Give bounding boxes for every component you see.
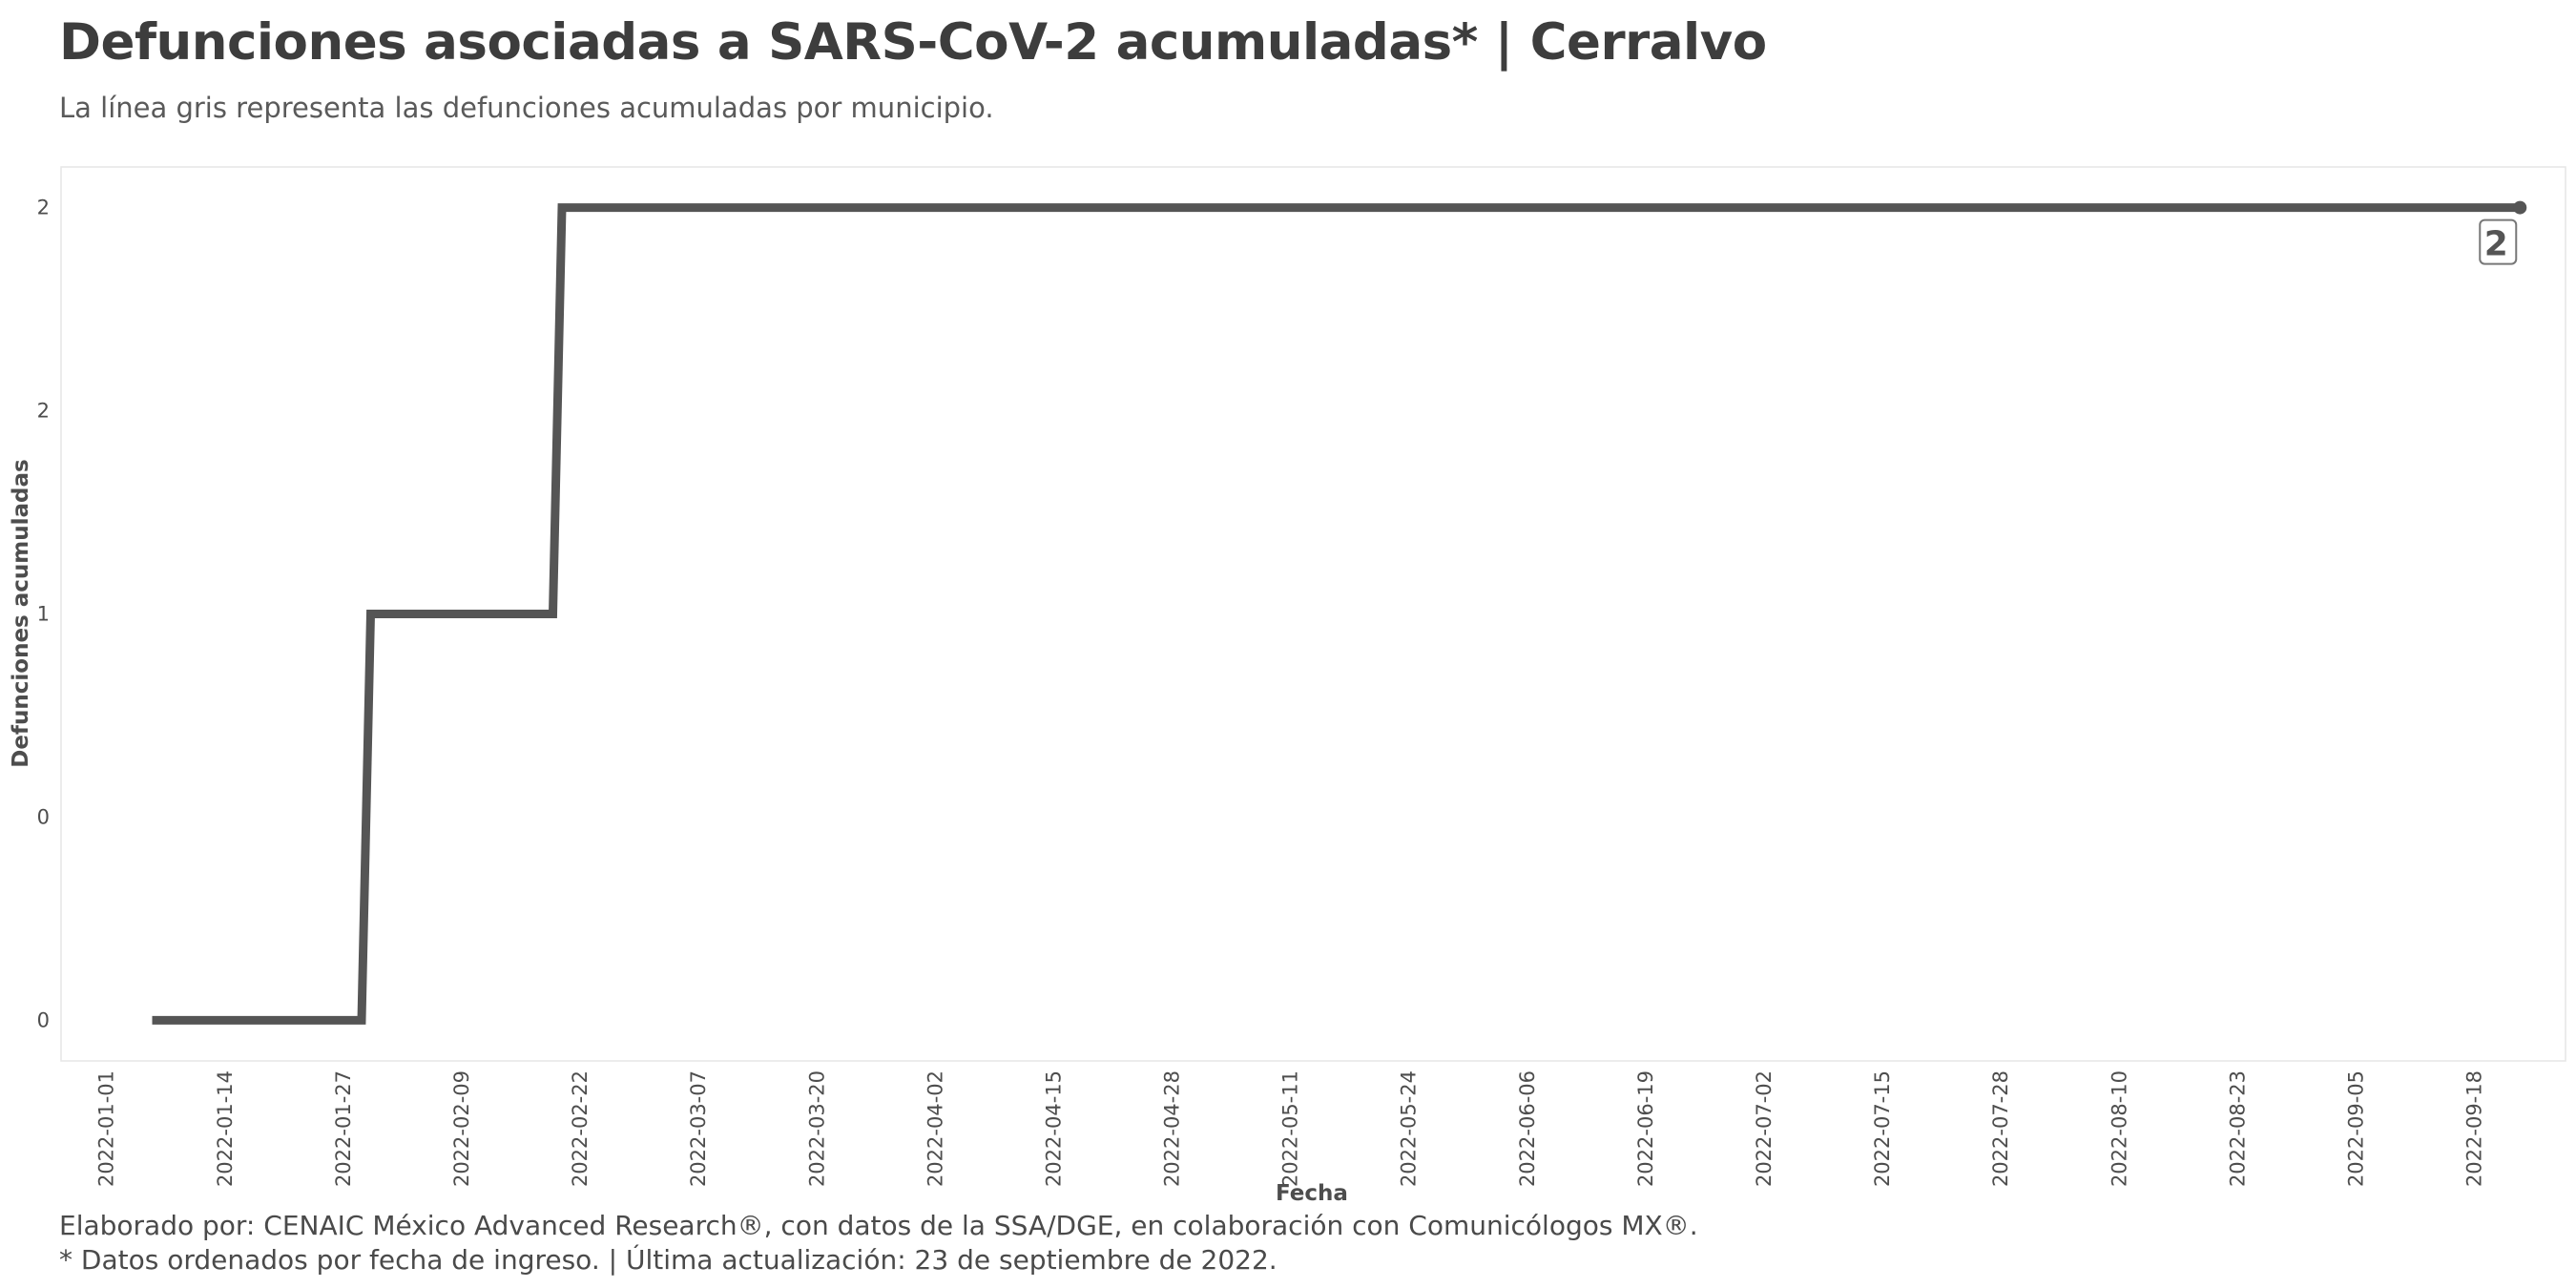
y-tick-label: 0 xyxy=(37,1008,50,1031)
x-tick-label: 2022-03-20 xyxy=(805,1070,828,1187)
x-tick-label: 2022-08-23 xyxy=(2226,1070,2249,1187)
x-tick-label: 2022-02-09 xyxy=(450,1070,473,1187)
x-tick-label: 2022-06-19 xyxy=(1634,1070,1657,1187)
chart-title: Defunciones asociadas a SARS-CoV-2 acumu… xyxy=(59,13,1767,72)
y-tick-label: 0 xyxy=(37,805,50,828)
x-tick-label: 2022-01-01 xyxy=(95,1070,118,1187)
x-tick-label: 2022-05-24 xyxy=(1398,1070,1421,1187)
y-tick-label: 1 xyxy=(37,603,50,626)
y-axis-title: Defunciones acumuladas xyxy=(9,459,33,767)
caption-credits: Elaborado por: CENAIC México Advanced Re… xyxy=(59,1210,1698,1241)
x-tick-label: 2022-02-22 xyxy=(569,1070,592,1187)
x-tick-label: 2022-04-28 xyxy=(1161,1070,1184,1187)
x-tick-label: 2022-01-27 xyxy=(332,1070,355,1187)
x-tick-label: 2022-07-02 xyxy=(1753,1070,1776,1187)
x-tick-label: 2022-08-10 xyxy=(2108,1070,2130,1187)
y-tick-label: 2 xyxy=(37,400,50,423)
caption-note: * Datos ordenados por fecha de ingreso. … xyxy=(59,1244,1278,1276)
x-tick-label: 2022-09-05 xyxy=(2344,1070,2367,1187)
x-tick-label: 2022-01-14 xyxy=(214,1070,237,1187)
y-tick-label: 2 xyxy=(37,197,50,219)
x-tick-label: 2022-04-02 xyxy=(924,1070,946,1187)
x-tick-label: 2022-09-18 xyxy=(2463,1070,2486,1187)
x-tick-label: 2022-07-28 xyxy=(1989,1070,2012,1187)
plot-panel xyxy=(60,166,2566,1062)
x-tick-label: 2022-05-11 xyxy=(1279,1070,1302,1187)
x-tick-label: 2022-04-15 xyxy=(1042,1070,1065,1187)
end-label-box xyxy=(2479,218,2518,265)
series-end-point xyxy=(2513,200,2527,215)
x-tick-label: 2022-06-06 xyxy=(1516,1070,1539,1187)
x-tick-label: 2022-03-07 xyxy=(687,1070,710,1187)
x-axis-title: Fecha xyxy=(1276,1181,1348,1206)
series-line xyxy=(152,203,2521,1025)
x-tick-label: 2022-07-15 xyxy=(1871,1070,1894,1187)
end-label: 2 xyxy=(2484,225,2508,264)
chart-subtitle: La línea gris representa las defunciones… xyxy=(59,92,994,124)
